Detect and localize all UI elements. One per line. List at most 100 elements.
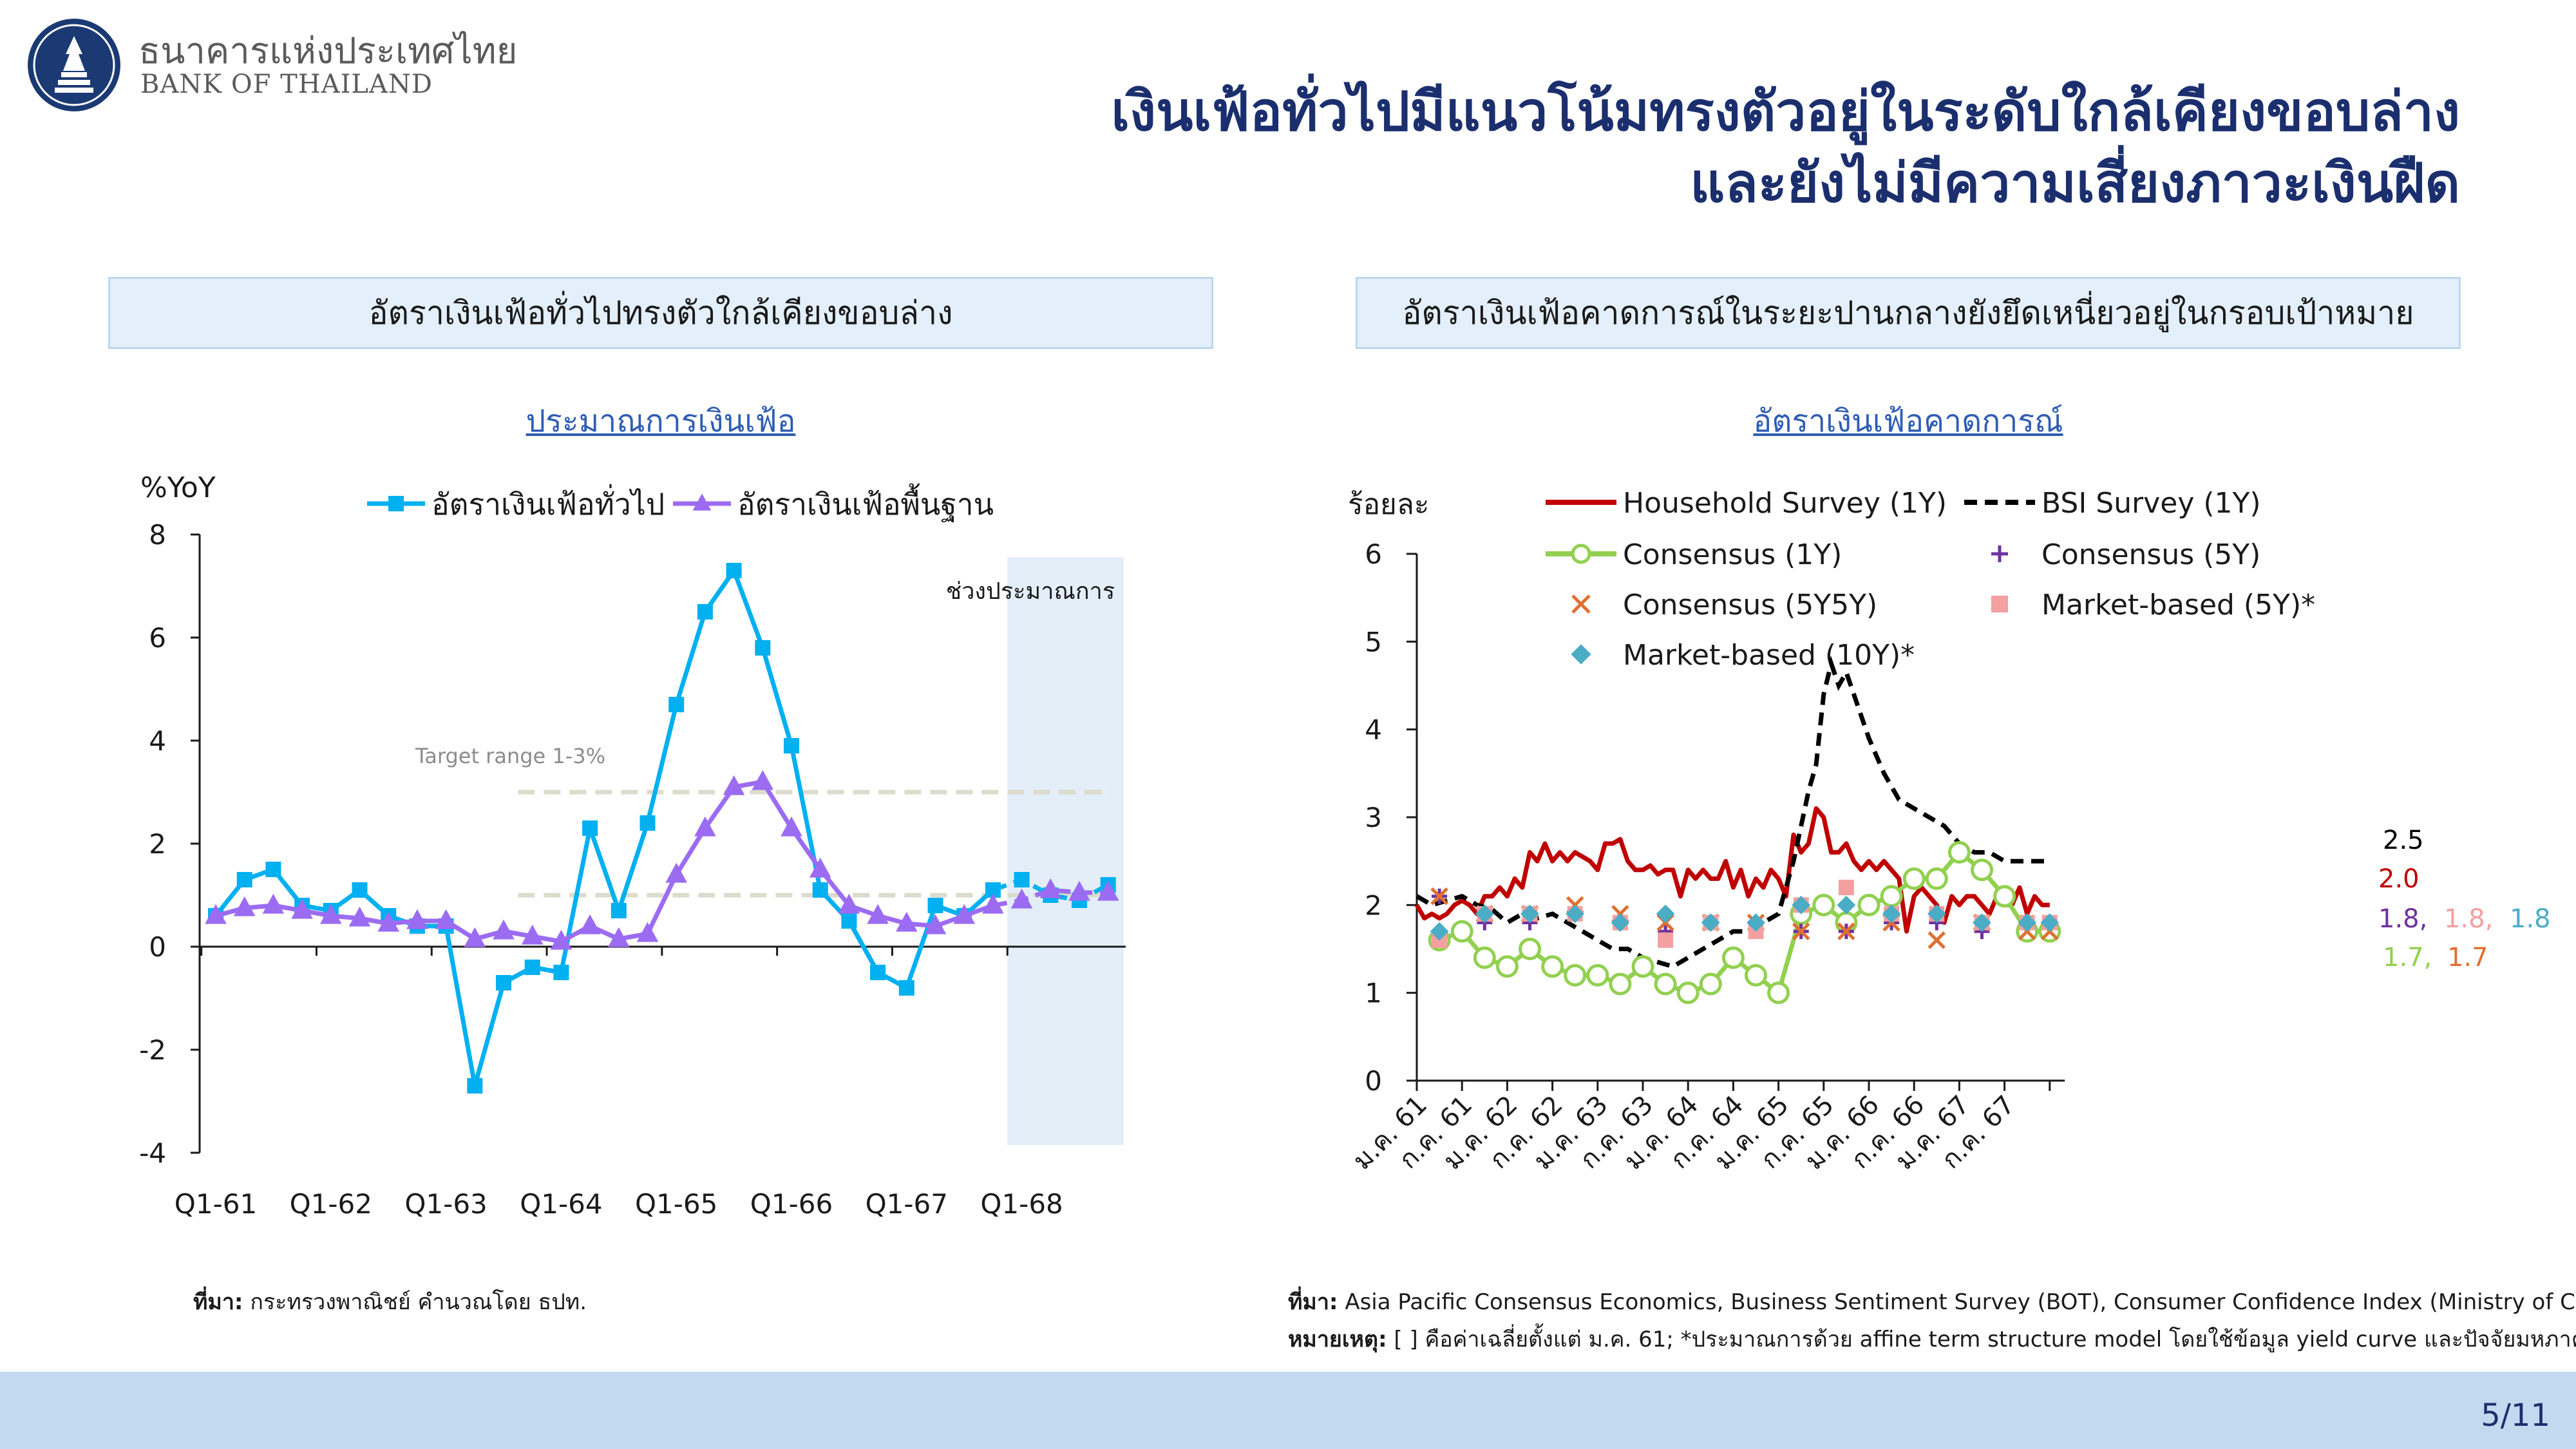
legend-label: Market-based (10Y)*: [1623, 639, 1915, 672]
end-label: 1.8: [2510, 904, 2551, 934]
data-point: [464, 927, 486, 947]
data-point: [1837, 922, 1855, 940]
data-point: [435, 909, 457, 929]
right-panel-heading: อัตราเงินเฟ้อคาดการณ์ในระยะปานกลางยังยึด…: [1356, 277, 2461, 349]
data-point: [262, 893, 285, 914]
legend-marker: [692, 493, 712, 511]
data-point: [1068, 880, 1090, 901]
series-line-2: [1438, 850, 2050, 996]
legend-marker: [1571, 544, 1591, 564]
data-point: [1880, 885, 1903, 908]
data-point: [1014, 872, 1030, 887]
data-point: [1973, 913, 1991, 932]
data-point: [1658, 932, 1674, 948]
data-point: [982, 893, 1004, 914]
y-tick-label: 6: [149, 622, 166, 654]
y-tick-label: 0: [149, 931, 166, 963]
data-point: [697, 604, 713, 620]
data-point: [2018, 913, 2037, 932]
data-point: [838, 893, 860, 914]
data-point: [841, 913, 857, 929]
data-point: [752, 770, 774, 790]
series-forecast-core: [992, 887, 1108, 908]
legend-label: อัตราเงินเฟ้อทั่วไป: [431, 484, 665, 522]
data-point: [1039, 878, 1062, 898]
data-point: [377, 911, 399, 932]
data-point: [1925, 867, 1948, 890]
end-label: 1.8,: [2444, 904, 2493, 934]
data-point: [467, 1078, 483, 1094]
data-point: [1792, 922, 1810, 940]
series-line-1: [1416, 655, 2050, 969]
x-tick-label: Q1-66: [750, 1188, 833, 1220]
data-point: [265, 862, 281, 877]
legend-marker: [1991, 596, 2008, 612]
data-point: [348, 906, 371, 927]
data-point: [320, 904, 342, 924]
data-point: [291, 898, 313, 919]
data-point: [896, 911, 918, 932]
data-point: [1609, 972, 1632, 996]
data-point: [1701, 913, 1720, 932]
data-point: [1721, 946, 1745, 969]
data-point: [493, 919, 515, 940]
data-point: [496, 975, 511, 990]
end-label: 1.7,: [2383, 943, 2432, 972]
data-point: [781, 816, 802, 837]
data-point: [636, 922, 659, 942]
data-point: [1541, 955, 1564, 978]
data-point: [1010, 888, 1033, 909]
x-tick-label: Q1-61: [175, 1188, 257, 1220]
y-tick-label: 4: [149, 725, 166, 757]
y-tick-label: 4: [1365, 714, 1382, 746]
end-label: 2.5: [2383, 826, 2424, 855]
data-point: [1747, 913, 1765, 932]
left-chart-title[interactable]: ประมาณการเงินเฟ้อ: [526, 403, 796, 439]
series-line-headline: [214, 568, 995, 1088]
data-point: [867, 904, 889, 924]
legend-label: BSI Survey (1Y): [2041, 487, 2261, 520]
data-point: [784, 738, 799, 753]
data-point: [1947, 841, 1971, 864]
title-line-2: และยังไม่มีความเสี่ยงภาวะเงินฝืด: [1690, 151, 2460, 214]
data-point: [1971, 858, 1993, 882]
target-range-label: Target range 1-3%: [415, 744, 605, 768]
data-point: [236, 872, 252, 887]
data-point: [755, 640, 771, 656]
y-tick-label: -4: [139, 1137, 166, 1169]
data-point: [582, 820, 598, 836]
data-point: [898, 980, 914, 996]
data-point: [352, 882, 368, 898]
legend-label: อัตราเงินเฟ้อพื้นฐาน: [737, 483, 994, 522]
data-point: [1927, 931, 1946, 949]
data-point: [1902, 867, 1926, 890]
data-point: [1699, 972, 1722, 996]
legend-label: Consensus (1Y): [1623, 538, 1842, 571]
title-line-1: เงินเฟ้อทั่วไปมีแนวโน้มทรงตัวอยู่ในระดับ…: [1111, 80, 2460, 143]
x-tick-label: Q1-64: [520, 1188, 602, 1220]
data-point: [639, 815, 656, 831]
data-point: [1993, 885, 2016, 908]
x-tick-label: Q1-67: [866, 1188, 948, 1220]
right-source: ที่มา: Asia Pacific Consensus Economics,…: [1288, 1289, 2576, 1315]
bank-name-thai: ธนาคารแห่งประเทศไทย: [138, 30, 518, 72]
data-point: [1097, 880, 1119, 901]
data-point: [1676, 981, 1700, 1005]
data-point: [1520, 904, 1539, 923]
data-point: [1631, 955, 1654, 978]
data-point: [1857, 893, 1880, 916]
data-point: [1430, 922, 1449, 941]
forecast-label: ช่วงประมาณการ: [946, 578, 1115, 605]
forecast-region: [1007, 557, 1124, 1145]
data-point: [1450, 920, 1473, 943]
bank-name-english: BANK OF THAILAND: [140, 70, 433, 99]
data-point: [694, 816, 716, 837]
data-point: [812, 882, 828, 898]
right-chart-title[interactable]: อัตราเงินเฟ้อคาดการณ์: [1753, 403, 2063, 439]
data-point: [1611, 913, 1630, 932]
data-point: [668, 697, 685, 712]
y-axis-title: ร้อยละ: [1348, 488, 1429, 521]
data-point: [1519, 938, 1541, 960]
data-point: [205, 904, 227, 924]
